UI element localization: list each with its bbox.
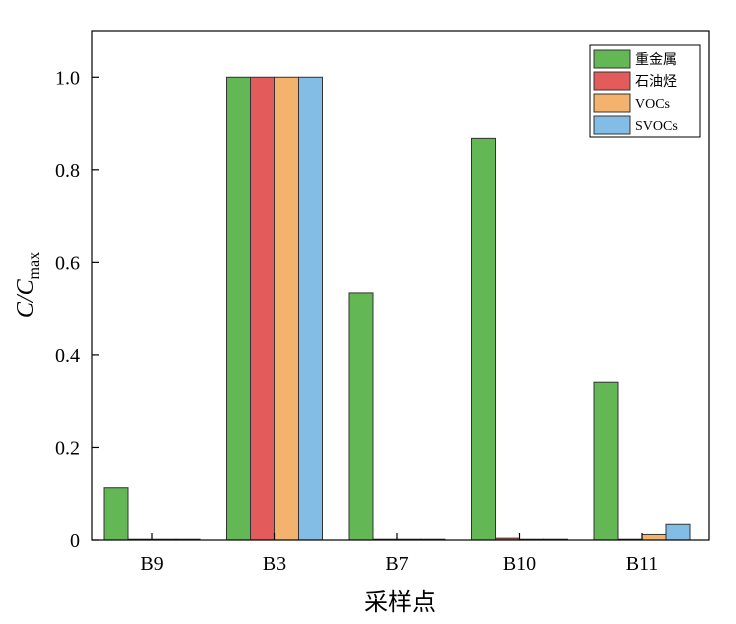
bar-B11-VOCs xyxy=(641,533,667,541)
x-tick-label: B10 xyxy=(503,553,536,575)
bars-layer xyxy=(103,76,691,541)
legend-label-重金属: 重金属 xyxy=(635,52,677,68)
bar-B3-石油烃 xyxy=(250,76,275,541)
y-axis-title-main: C/C xyxy=(13,278,39,318)
y-tick-label: 0.8 xyxy=(55,160,80,182)
bar-B3-SVOCs xyxy=(298,76,323,541)
legend-swatch-SVOCs xyxy=(593,115,631,135)
y-tick-label: 0.4 xyxy=(55,345,80,367)
legend-label-VOCs: VOCs xyxy=(635,97,670,112)
y-tick-label: 0 xyxy=(70,530,80,552)
y-tick-label: 1.0 xyxy=(55,67,80,89)
axes-layer: 0 0.2 0.4 0.6 0.8 1.0 B9 B3 B7 B10 B11 xyxy=(55,67,658,575)
bar-B3-VOCs xyxy=(274,76,299,541)
x-axis-title: 采样点 xyxy=(364,589,436,616)
y-tick-label: 0.2 xyxy=(55,437,80,459)
plot-frame xyxy=(91,30,710,541)
legend-swatch-VOCs xyxy=(593,93,631,113)
legend-label-SVOCs: SVOCs xyxy=(635,119,678,134)
bar-B7-重金属 xyxy=(348,292,374,541)
bar-B9-重金属 xyxy=(103,487,129,541)
legend-swatch-重金属 xyxy=(593,49,631,69)
legend-swatch-石油烃 xyxy=(593,71,631,91)
bar-B11-SVOCs xyxy=(665,523,691,541)
y-tick-label: 0.6 xyxy=(55,252,80,274)
legend-label-石油烃: 石油烃 xyxy=(635,74,677,90)
y-axis-title: C/Cmax xyxy=(13,252,43,318)
x-tick-label: B3 xyxy=(263,553,286,575)
x-tick-label: B9 xyxy=(140,553,163,575)
bar-B10-重金属 xyxy=(471,137,496,541)
x-tick-label: B7 xyxy=(385,553,408,575)
bar-B3-重金属 xyxy=(226,76,251,541)
x-tick-label: B11 xyxy=(626,553,659,575)
bar-B11-重金属 xyxy=(593,381,619,541)
y-axis-title-subscript: max xyxy=(26,252,43,280)
